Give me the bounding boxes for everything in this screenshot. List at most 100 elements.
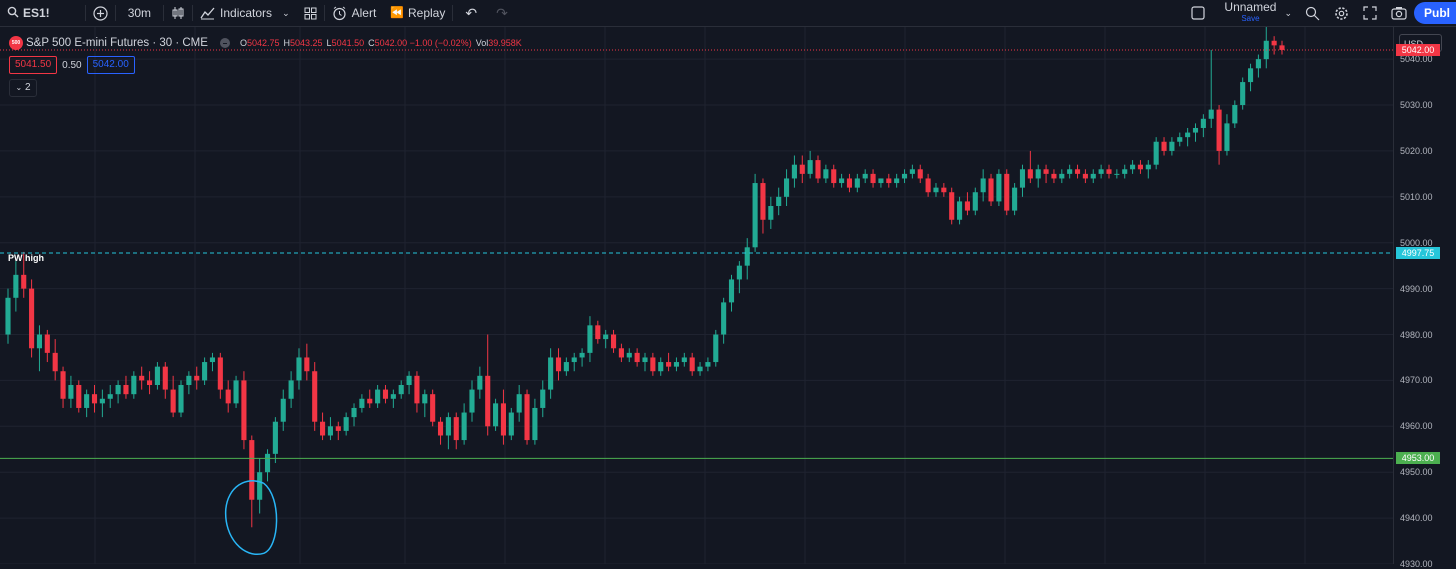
alarm-clock-icon xyxy=(333,6,346,20)
volume-value: 39.958K xyxy=(488,38,522,48)
candle-body xyxy=(123,385,129,395)
price-axis-tick: 4970.00 xyxy=(1400,375,1433,386)
candle-body xyxy=(1232,105,1238,124)
square-icon xyxy=(1191,6,1206,20)
candle-body xyxy=(241,380,247,441)
publish-button[interactable]: Publ xyxy=(1414,2,1456,24)
chart-type-button[interactable] xyxy=(164,0,192,26)
candle-body xyxy=(941,187,947,193)
chart-canvas[interactable] xyxy=(0,27,1393,564)
candle-body xyxy=(862,173,868,179)
candle-body xyxy=(807,160,813,174)
candle-body xyxy=(320,421,326,436)
candle-body xyxy=(949,192,955,220)
symbol-search[interactable]: ES1! xyxy=(0,0,57,26)
hand-drawn-circle-annotation xyxy=(225,480,278,556)
candle-body xyxy=(854,178,860,188)
candle-body xyxy=(768,206,774,220)
candle-body xyxy=(76,385,82,408)
minus-icon[interactable] xyxy=(219,38,230,48)
candle-body xyxy=(713,334,719,363)
interval-button[interactable]: 30m xyxy=(127,6,152,20)
candle-body xyxy=(493,403,499,427)
candle-body xyxy=(390,394,396,399)
fullscreen-button[interactable] xyxy=(1356,0,1384,26)
candle-body xyxy=(1130,164,1136,170)
candle-body xyxy=(1012,187,1018,211)
low-value: 5041.50 xyxy=(331,38,365,48)
indicators-label: Indicators xyxy=(220,6,273,20)
open-value: 5042.75 xyxy=(246,38,280,48)
candle-body xyxy=(1004,173,1010,211)
candle-body xyxy=(933,187,939,193)
price-scale[interactable]: USD ⌄ 5040.005030.005020.005010.005000.0… xyxy=(1393,27,1456,569)
candle-body xyxy=(728,279,735,303)
toolbar-divider xyxy=(163,5,165,21)
chevron-down-icon: ⌄ xyxy=(1430,35,1437,53)
redo-button[interactable]: ↷ xyxy=(489,0,515,26)
candle-body xyxy=(84,394,90,408)
candle-body xyxy=(595,325,601,340)
candle-body xyxy=(760,183,766,220)
candle-body xyxy=(5,297,11,335)
candle-body xyxy=(791,164,797,179)
candle-body xyxy=(131,375,137,395)
candle-body xyxy=(1185,132,1191,138)
candle-body xyxy=(280,398,286,422)
candle-body xyxy=(44,334,50,353)
close-key: C xyxy=(368,38,375,48)
undo-button[interactable]: ↶ xyxy=(453,0,489,26)
alert-label: Alert xyxy=(351,6,377,20)
chevron-down-icon: ⌄ xyxy=(15,83,23,92)
candle-body xyxy=(1137,164,1144,170)
sell-button[interactable]: 5041.50 xyxy=(9,56,58,74)
candle-body xyxy=(469,389,475,413)
layout-menu[interactable]: Unnamed Save ⌄ xyxy=(1212,0,1298,26)
last-price-tag: 5042.00 xyxy=(1396,43,1440,56)
price-axis-tick: 4960.00 xyxy=(1400,421,1433,432)
toolbar-divider xyxy=(114,5,116,21)
replay-button[interactable]: ⏪ Replay xyxy=(383,0,452,26)
candle-body xyxy=(233,380,239,404)
candle-body xyxy=(1074,169,1081,174)
candle-body xyxy=(178,385,184,413)
candle-body xyxy=(375,389,381,404)
candle-body xyxy=(170,389,176,413)
candle-body xyxy=(202,362,208,381)
candle-body xyxy=(1114,173,1120,175)
indicators-button[interactable]: Indicators ⌄ xyxy=(193,0,297,26)
candle-body xyxy=(548,357,554,390)
low-key: L xyxy=(326,38,332,48)
chevron-down-icon[interactable]: ⌄ xyxy=(282,7,290,18)
alert-button[interactable]: Alert xyxy=(325,0,384,26)
templates-button[interactable] xyxy=(297,0,324,26)
candle-body xyxy=(367,398,373,404)
candle-body xyxy=(1192,127,1199,133)
compare-button[interactable] xyxy=(86,0,115,26)
candle-body xyxy=(1067,169,1073,174)
candle-body xyxy=(1161,141,1167,151)
snapshot-button[interactable] xyxy=(1384,0,1414,26)
candle-body xyxy=(799,164,805,174)
open-key: O xyxy=(239,38,247,48)
series-title[interactable]: S&P 500 E-mini Futures · 30 · CME xyxy=(26,37,208,49)
symbol-label: ES1! xyxy=(23,6,50,20)
indicators-collapse-button[interactable]: ⌄ 2 xyxy=(9,79,37,97)
top-toolbar: ES1! 30m Indicators ⌄ Alert ⏪ Replay ↶ ↷ xyxy=(0,0,1456,27)
candle-body xyxy=(776,196,782,206)
layout-checkbox[interactable] xyxy=(1184,0,1212,26)
candle-body xyxy=(461,412,467,441)
candle-body xyxy=(154,366,160,385)
candle-body xyxy=(909,169,915,174)
candle-body xyxy=(815,160,821,179)
candle-body xyxy=(1177,137,1183,142)
candle-body xyxy=(957,201,963,220)
buy-button[interactable]: 5042.00 xyxy=(86,56,135,74)
redo-icon: ↷ xyxy=(496,5,508,21)
quick-search-button[interactable] xyxy=(1298,0,1327,26)
candle-body xyxy=(1169,141,1175,151)
candle-body xyxy=(650,357,656,372)
candle-body xyxy=(610,334,617,349)
settings-button[interactable] xyxy=(1327,0,1356,26)
candle-body xyxy=(335,426,341,431)
